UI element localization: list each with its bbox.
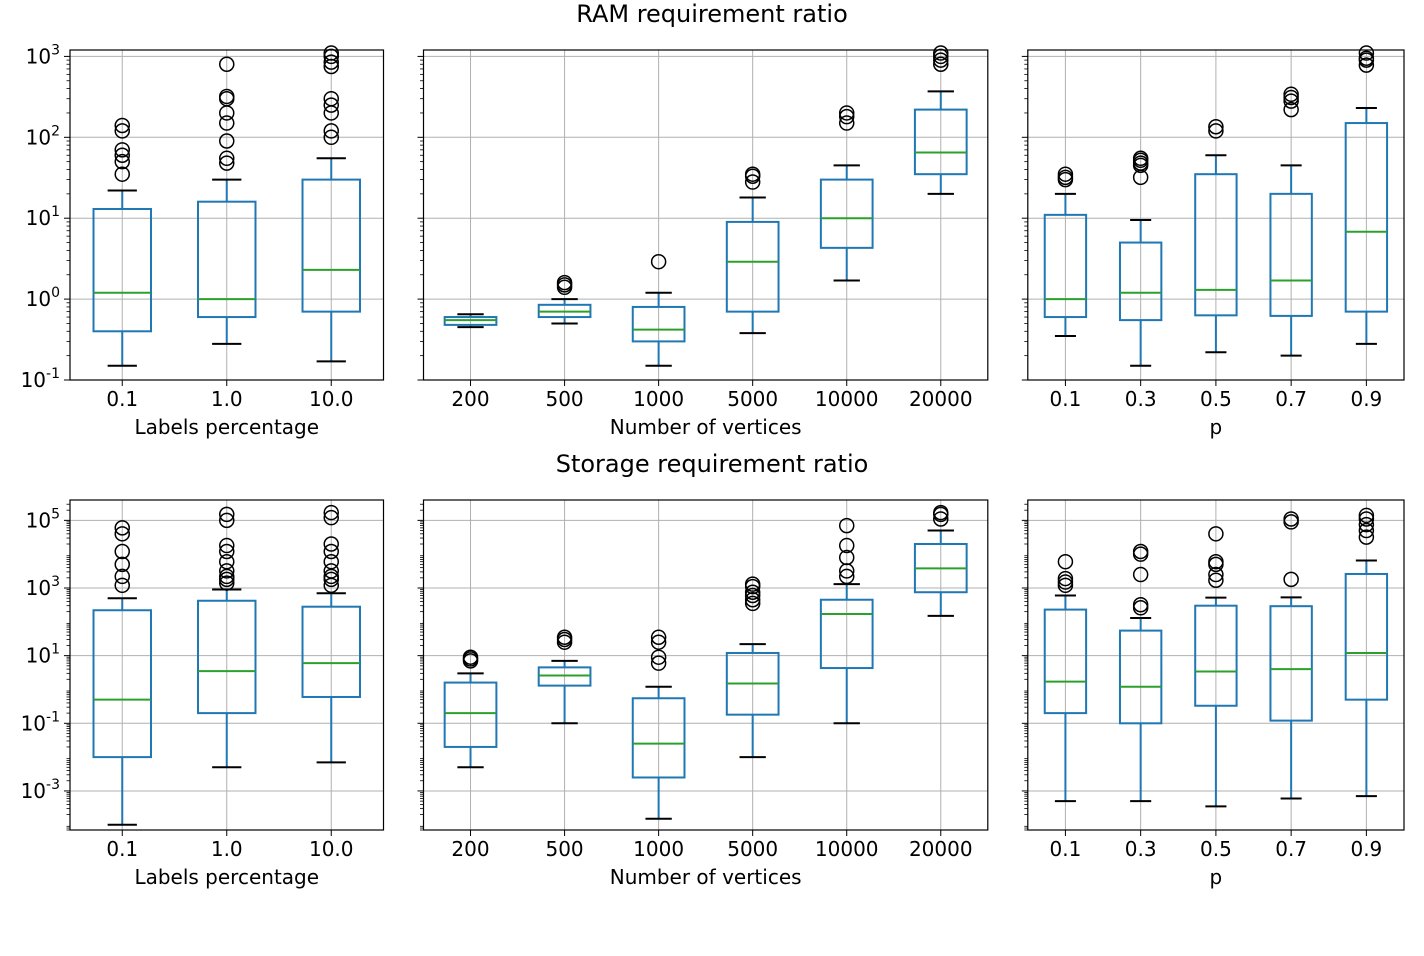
xlabel: p [1210,415,1223,439]
xtick-label: 0.1 [106,387,138,411]
xtick-label: 0.1 [106,837,138,861]
xlabel: p [1210,865,1223,889]
xtick-label: 0.1 [1050,387,1082,411]
xtick-label: 10000 [815,837,879,861]
row-title: RAM requirement ratio [576,0,848,28]
xtick-label: 10.0 [309,837,354,861]
xtick-label: 0.3 [1125,837,1157,861]
xtick-label: 0.1 [1050,837,1082,861]
row-title: Storage requirement ratio [556,450,869,478]
xtick-label: 200 [451,837,489,861]
xtick-label: 20000 [909,837,973,861]
xtick-label: 0.3 [1125,387,1157,411]
xlabel: Number of vertices [610,415,802,439]
xtick-label: 10000 [815,387,879,411]
xtick-label: 1000 [633,837,684,861]
xtick-label: 0.9 [1350,387,1382,411]
xtick-label: 0.5 [1200,387,1232,411]
xtick-label: 500 [545,387,583,411]
xlabel: Labels percentage [134,415,319,439]
xtick-label: 20000 [909,387,973,411]
xtick-label: 1000 [633,387,684,411]
boxplot [445,314,497,327]
xtick-label: 0.7 [1275,387,1307,411]
xtick-label: 1.0 [211,837,243,861]
figure-background [0,0,1424,956]
xtick-label: 0.9 [1350,837,1382,861]
xtick-label: 0.5 [1200,837,1232,861]
xtick-label: 0.7 [1275,837,1307,861]
xtick-label: 1.0 [211,387,243,411]
xlabel: Number of vertices [610,865,802,889]
figure-svg: RAM requirement ratio Storage requirement… [0,0,1424,956]
xtick-label: 200 [451,387,489,411]
xtick-label: 500 [545,837,583,861]
xtick-label: 5000 [727,387,778,411]
xtick-label: 5000 [727,837,778,861]
xlabel: Labels percentage [134,865,319,889]
xtick-label: 10.0 [309,387,354,411]
